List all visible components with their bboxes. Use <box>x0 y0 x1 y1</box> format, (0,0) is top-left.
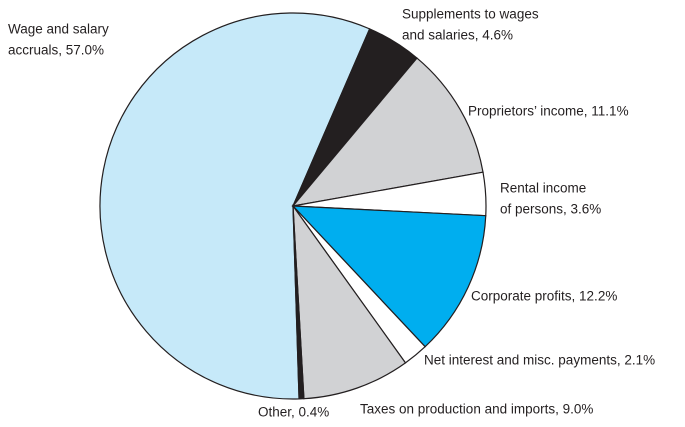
pie-slice <box>291 57 484 207</box>
slice-label: Proprietors’ income, 11.1% <box>468 104 629 119</box>
slice-label: of persons, 3.6% <box>500 202 601 217</box>
pie-slice <box>292 205 305 400</box>
slice-label: accruals, 57.0% <box>8 43 104 58</box>
pie-slice <box>292 203 407 400</box>
slice-label: Wage and salary <box>8 22 109 37</box>
slice-label: Rental income <box>500 181 586 196</box>
slice-label: Other, 0.4% <box>258 405 329 420</box>
slice-label: Taxes on production and imports, 9.0% <box>360 402 593 417</box>
slice-label: Supplements to wages <box>402 7 539 22</box>
slice-label: Corporate profits, 12.2% <box>471 289 617 304</box>
pie-slice <box>99 12 371 400</box>
pie-slice <box>291 205 487 348</box>
slice-label: and salaries, 4.6% <box>402 28 513 43</box>
slice-label: Net interest and misc. payments, 2.1% <box>424 353 655 368</box>
